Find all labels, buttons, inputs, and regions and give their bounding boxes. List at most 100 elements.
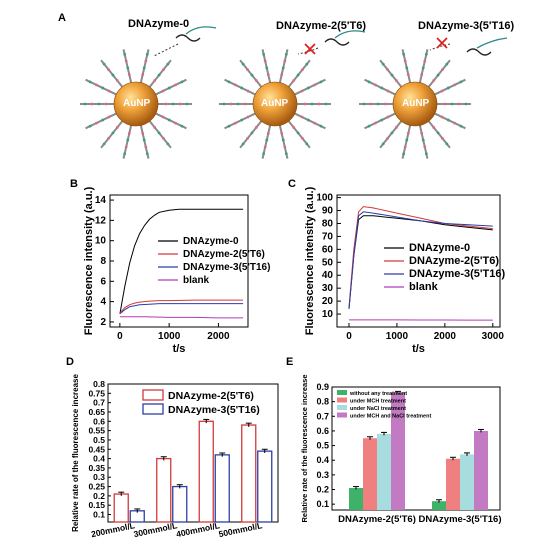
bar-chart-d: 0.10.150.20.250.30.350.40.450.50.550.60.… — [71, 374, 279, 539]
dna-base-mark — [283, 59, 287, 63]
bar — [391, 392, 405, 510]
dna-base-mark — [420, 131, 424, 135]
dna-strand-icon — [175, 26, 508, 56]
legend-label: DNAzyme-3(5'T16) — [183, 262, 270, 273]
dna-base-mark — [124, 59, 128, 63]
dna-base-mark — [300, 115, 304, 119]
series-line-4 — [119, 316, 244, 319]
dna-base-mark — [236, 102, 240, 106]
y-tick-label: 10 — [95, 236, 107, 247]
dna-base-mark — [445, 142, 449, 146]
legend-swatch — [337, 390, 347, 395]
y-tick-label: 10 — [322, 309, 334, 320]
dna-base-mark — [227, 124, 231, 128]
y-tick-label: 60 — [322, 244, 334, 255]
dna-base-mark — [292, 79, 296, 82]
dna-base-mark — [266, 73, 270, 77]
bar — [257, 450, 273, 523]
series-line-3 — [119, 303, 244, 315]
dna-base-mark — [107, 89, 111, 93]
y-tick-label: 0.35 — [88, 463, 105, 473]
y-tick-label: 2 — [100, 317, 106, 328]
dna-base-mark — [164, 102, 168, 106]
y-tick-label: 8 — [100, 256, 106, 267]
dna-base-mark — [306, 118, 310, 122]
dna-base-mark — [157, 73, 161, 77]
dna-base-mark — [383, 102, 387, 106]
dna-base-mark — [174, 121, 178, 125]
y-tick-label: 0.6 — [93, 416, 105, 426]
x-tick-label: 2000 — [434, 331, 457, 342]
line-chart-b: 2 4 6 8 10 12 14 0 1000 2000 t/s Fluorescence inten… — [83, 186, 270, 355]
bar — [198, 420, 214, 523]
y-tick-label: 0.2 — [316, 485, 329, 495]
dna-base-mark — [281, 66, 285, 70]
dna-base-mark — [254, 79, 258, 82]
dna-base-mark — [459, 124, 463, 128]
gold-nanoparticle-1 — [113, 81, 159, 127]
plot-frame — [336, 194, 501, 328]
dna-base-mark — [284, 152, 288, 156]
legend-swatch — [142, 403, 164, 415]
dna-base-mark — [243, 102, 247, 106]
y-tick-label: 80 — [322, 218, 334, 229]
x-axis-label: t/s — [412, 343, 425, 355]
legend-swatch — [337, 397, 347, 403]
x-tick-label: 0 — [117, 331, 123, 342]
x-tick-label: 1000 — [158, 331, 181, 342]
y-tick-label: 0.5 — [93, 435, 105, 445]
series-line-3 — [348, 211, 493, 309]
y-tick-label: 50 — [322, 257, 334, 268]
y-tick-label: 0.1 — [316, 499, 329, 509]
dna-base-mark — [145, 152, 149, 156]
x-tick-label: DNAzyme-3(5'T16) — [418, 514, 501, 525]
series-line-1 — [119, 208, 244, 314]
y-tick-label: 0.15 — [88, 500, 105, 510]
y-axis-label: Fluorescence intensity (a.u.) — [304, 186, 316, 335]
gold-nanoparticle-3 — [392, 81, 438, 127]
x-tick-label: 1000 — [386, 331, 409, 342]
dna-base-mark — [123, 152, 127, 156]
dna-base-mark — [104, 102, 108, 106]
dna-base-mark — [424, 52, 428, 56]
legend-label: under NaCl treatment — [350, 406, 406, 412]
x-tick-label: 500mmol/L — [218, 520, 264, 539]
dna-base-mark — [453, 83, 457, 87]
y-tick-label: 0.7 — [93, 398, 105, 408]
bar — [113, 493, 129, 523]
legend-label: DNAzyme-3(5'T16) — [409, 268, 505, 280]
dna-base-mark — [127, 131, 131, 135]
panel-label-d: D — [66, 356, 74, 368]
y-tick-label: 0.1 — [93, 510, 105, 520]
y-tick-label: 0.55 — [88, 426, 105, 436]
dna-base-mark — [180, 80, 184, 84]
dna-base-mark — [115, 79, 119, 82]
dna-base-mark — [101, 118, 105, 122]
dna-base-mark — [457, 102, 461, 106]
dna-base-mark — [107, 137, 110, 140]
dna-base-mark — [292, 126, 296, 129]
dna-base-mark — [406, 131, 410, 135]
bar — [363, 438, 377, 510]
dna-base-mark — [440, 115, 444, 119]
dna-base-mark — [296, 73, 300, 77]
dna-base-mark — [88, 124, 92, 128]
dna-base-mark — [405, 138, 409, 142]
dna-base-mark — [446, 118, 450, 122]
bar — [214, 454, 230, 523]
dna-base-mark — [280, 73, 284, 77]
dna-base-mark — [386, 89, 390, 93]
dna-base-mark — [280, 131, 284, 135]
y-axis-label: Relative rate of the fluorescence increa… — [300, 375, 309, 523]
dna-base-mark — [453, 121, 457, 125]
bar — [474, 430, 488, 510]
dna-base-mark — [180, 124, 184, 128]
dna-base-mark — [262, 152, 266, 156]
bar — [172, 485, 188, 523]
y-tick-label: 0.6 — [316, 426, 329, 436]
bar — [241, 424, 257, 523]
dna-base-mark — [376, 102, 380, 106]
dna-base-mark — [107, 68, 110, 71]
dna-base-mark — [167, 86, 171, 90]
